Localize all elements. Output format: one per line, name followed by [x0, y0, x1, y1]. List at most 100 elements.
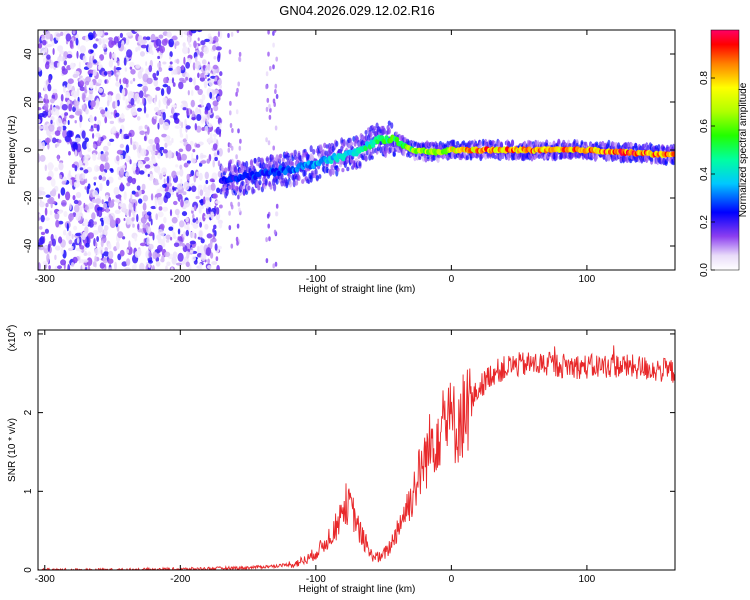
noise-speck: [165, 105, 168, 109]
ridge-halo: [285, 179, 289, 187]
noise-speck: [190, 109, 193, 115]
noise-speck: [238, 207, 241, 213]
noise-speck: [192, 148, 196, 153]
noise-speck: [92, 43, 98, 49]
noise-speck: [213, 105, 219, 112]
noise-speck: [235, 109, 239, 115]
noise-speck: [168, 226, 174, 231]
noise-speck: [200, 238, 205, 244]
noise-speck: [215, 200, 221, 204]
noise-speck: [141, 183, 146, 191]
ridge-halo: [258, 180, 262, 186]
noise-speck: [120, 113, 125, 120]
noise-speck: [162, 121, 170, 131]
ridge-halo: [292, 179, 296, 188]
noise-speck: [175, 171, 181, 176]
ridge-halo: [364, 155, 368, 162]
noise-speck: [67, 120, 70, 125]
noise-speck: [135, 47, 139, 52]
noise-speck: [118, 205, 121, 210]
noise-speck: [163, 77, 168, 84]
noise-speck: [275, 56, 279, 62]
noise-speck: [156, 192, 162, 198]
noise-speck: [194, 123, 197, 131]
noise-speck: [83, 169, 89, 174]
noise-speck: [130, 193, 133, 203]
noise-speck: [40, 214, 45, 223]
noise-speck: [159, 146, 165, 151]
noise-speck: [235, 91, 238, 97]
noise-speck: [87, 148, 92, 152]
noise-speck: [205, 179, 209, 185]
noise-speck: [209, 240, 213, 249]
noise-speck: [165, 239, 170, 243]
noise-speck: [87, 232, 94, 239]
snr-y-tick-label: 3: [23, 331, 34, 337]
noise-speck: [179, 168, 184, 177]
noise-speck: [190, 30, 197, 34]
noise-speck: [65, 91, 71, 99]
noise-speck: [67, 264, 71, 270]
ridge-halo: [315, 175, 319, 181]
noise-speck: [113, 186, 120, 196]
noise-speck: [156, 234, 162, 241]
noise-speck: [88, 219, 95, 228]
noise-speck: [238, 145, 242, 151]
noise-speck: [78, 61, 81, 70]
noise-speck: [175, 164, 179, 168]
noise-speck: [273, 229, 277, 235]
ridge-halo: [247, 185, 251, 191]
ridge-halo: [242, 162, 246, 167]
ridge-halo: [441, 153, 445, 160]
noise-speck: [43, 57, 48, 64]
noise-speck: [97, 224, 103, 234]
noise-speck: [121, 131, 124, 141]
ridge-halo: [484, 153, 488, 160]
ridge-halo: [642, 143, 646, 149]
noise-speck: [274, 261, 278, 267]
ridge-halo: [347, 143, 351, 149]
noise-speck: [61, 68, 68, 75]
noise-speck: [203, 196, 206, 205]
noise-speck: [134, 30, 141, 33]
noise-speck: [116, 155, 120, 162]
noise-speck: [71, 246, 74, 250]
noise-speck: [162, 111, 166, 121]
noise-speck: [88, 202, 95, 209]
noise-speck: [50, 130, 56, 135]
ridge-halo: [403, 137, 407, 142]
noise-speck: [75, 37, 79, 46]
noise-speck: [217, 30, 220, 38]
noise-speck: [46, 44, 53, 48]
ridge-halo: [559, 153, 563, 160]
noise-speck: [139, 170, 145, 175]
noise-speck: [158, 67, 163, 72]
noise-speck: [55, 219, 60, 228]
noise-speck: [108, 37, 113, 41]
noise-speck: [82, 172, 86, 180]
noise-speck: [157, 152, 162, 159]
noise-speck: [87, 251, 92, 256]
noise-speck: [95, 242, 98, 248]
snr-x-tick-label: 0: [449, 574, 455, 585]
noise-speck: [123, 218, 126, 221]
spectrogram-y-tick-label: -40: [23, 238, 34, 253]
noise-speck: [38, 107, 42, 111]
noise-speck: [217, 160, 221, 167]
noise-speck: [115, 209, 119, 214]
noise-speck: [146, 36, 151, 41]
noise-speck: [87, 183, 91, 190]
ridge-halo: [293, 154, 297, 160]
noise-speck: [207, 258, 211, 264]
noise-speck: [230, 201, 233, 207]
ridge-halo: [257, 156, 261, 162]
noise-speck: [60, 31, 64, 36]
noise-speck: [188, 77, 193, 83]
noise-speck: [47, 162, 54, 171]
noise-speck: [265, 71, 269, 77]
ridge-halo: [295, 180, 299, 186]
noise-speck: [157, 55, 161, 60]
noise-speck: [160, 113, 163, 118]
noise-speck: [165, 234, 171, 240]
noise-speck: [60, 247, 64, 255]
